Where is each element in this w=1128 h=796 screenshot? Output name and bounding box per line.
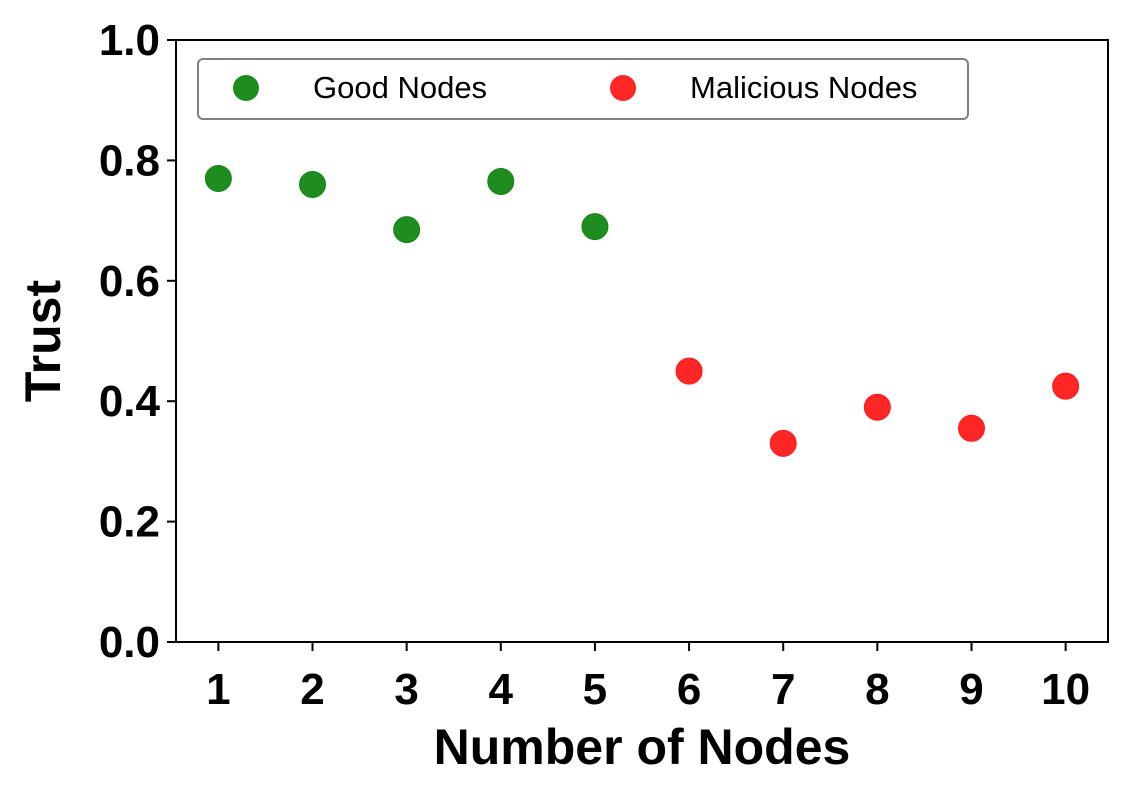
x-axis: 1 2 3 4 5 6 7 8 9 10 <box>206 642 1090 714</box>
data-point-malicious-nodes <box>957 414 985 442</box>
y-axis-title: Trust <box>15 280 71 403</box>
y-tick-label: 1.0 <box>99 16 160 65</box>
legend-marker-good-nodes <box>233 75 259 101</box>
data-point-good-nodes <box>581 213 609 241</box>
y-tick-label: 0.6 <box>99 257 160 306</box>
x-tick-label: 8 <box>865 665 889 714</box>
data-point-good-nodes <box>393 216 421 244</box>
y-tick-label: 0.2 <box>99 498 160 547</box>
x-tick-label: 7 <box>771 665 795 714</box>
x-axis-title: Number of Nodes <box>434 719 851 775</box>
data-points <box>204 164 1080 457</box>
data-point-good-nodes <box>204 164 232 192</box>
data-point-malicious-nodes <box>675 357 703 385</box>
y-axis: 0.0 0.2 0.4 0.6 0.8 1.0 <box>99 16 176 667</box>
legend: Good Nodes Malicious Nodes <box>197 58 969 120</box>
data-point-good-nodes <box>299 170 327 198</box>
x-tick-label: 3 <box>394 665 418 714</box>
legend-box <box>197 58 969 120</box>
x-tick-label: 10 <box>1041 665 1090 714</box>
x-tick-label: 5 <box>583 665 607 714</box>
x-tick-label: 9 <box>959 665 983 714</box>
y-tick-label: 0.8 <box>99 136 160 185</box>
data-point-good-nodes <box>487 167 515 195</box>
legend-marker-malicious-nodes <box>610 75 636 101</box>
x-tick-label: 1 <box>206 665 230 714</box>
legend-label-good-nodes: Good Nodes <box>313 70 487 105</box>
data-point-malicious-nodes <box>1052 372 1080 400</box>
x-tick-label: 2 <box>300 665 324 714</box>
data-point-malicious-nodes <box>769 429 797 457</box>
x-tick-label: 4 <box>489 665 514 714</box>
y-tick-label: 0.0 <box>99 618 160 667</box>
y-tick-label: 0.4 <box>99 377 161 426</box>
plot-area <box>175 39 1109 643</box>
legend-label-malicious-nodes: Malicious Nodes <box>690 70 917 105</box>
data-point-malicious-nodes <box>863 393 891 421</box>
x-tick-label: 6 <box>677 665 701 714</box>
